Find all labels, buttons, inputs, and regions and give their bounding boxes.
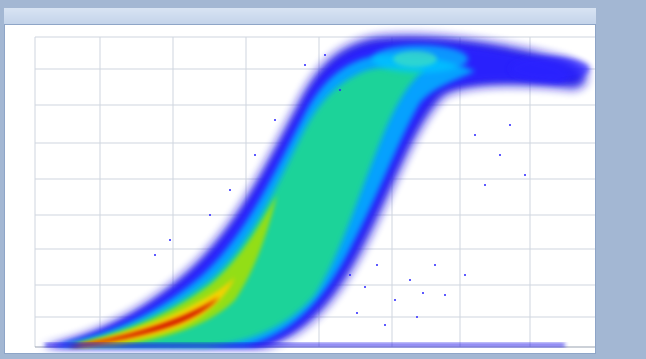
density-plot-frame [4,24,596,354]
scatter-outliers [154,54,526,326]
density-band-yellow [75,277,235,347]
side-info-panel [598,0,646,359]
density-upper-spot-core [393,51,437,67]
density-scatter-plot [34,35,595,348]
density-cloud [41,35,590,348]
density-band-green [65,66,425,347]
density-right-tail [510,57,590,81]
density-baseline-streak [45,343,565,347]
plot-title-bar [4,8,596,25]
